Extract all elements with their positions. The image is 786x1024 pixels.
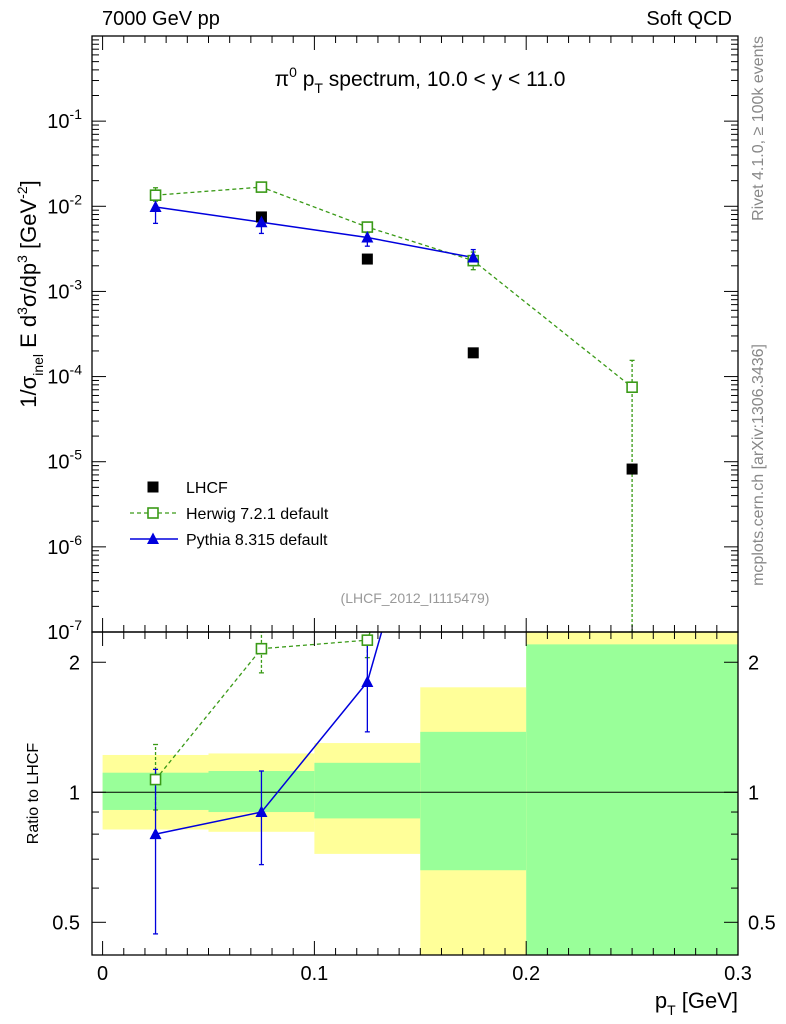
lhcf-point [626,463,638,475]
side-mcplots-label: mcplots.cern.ch [arXiv:1306.3436] [750,344,767,586]
herwig-point [255,181,268,193]
x-tick-label: 0.1 [300,963,328,985]
pythia-ratio-point [255,805,268,818]
pythia-point [467,251,480,263]
ratio-y-axis-label: Ratio to LHCF [25,743,42,845]
main-y-tick-label: 10-7 [47,617,82,644]
main-y-tick-label: 10-3 [47,276,82,303]
pythia-point [149,200,162,213]
ratio-frame [91,631,739,956]
pythia-ratio-line [155,632,383,835]
pythia-point [361,230,374,243]
ratio-y-tick-label: 2 [69,652,80,674]
ratio-y-tick-label-right: 1 [748,782,759,804]
lhcf-point [361,253,373,265]
pythia-ratio-point [149,827,162,840]
header-right: Soft QCD [646,8,732,30]
plot-title: π0 pT spectrum, 10.0 < y < 11.0 [275,64,566,96]
x-tick-label: 0.2 [512,963,540,985]
legend-herwig-marker [147,507,159,519]
band-inner [314,762,421,819]
pythia-ratio-point [361,675,374,688]
legend-entry-label: Pythia 8.315 default [186,532,328,549]
main-y-tick-label: 10-5 [47,447,82,474]
main-y-tick-label: 10-1 [47,106,82,133]
x-axis-label: pT [GeV] [655,988,738,1018]
herwig-point [149,189,162,201]
ratio-y-tick-label: 0.5 [52,912,80,934]
ratio-y-tick-label-right: 2 [748,652,759,674]
pythia-point [255,215,268,228]
lhcf-point [467,347,479,359]
main-y-tick-label: 10-2 [47,191,82,218]
main-y-tick-label: 10-4 [47,362,82,389]
main-plot-area [149,181,638,632]
legend-lhcf-marker [147,481,159,493]
legend-entry-label: Herwig 7.2.1 default [186,506,329,523]
header-left: 7000 GeV pp [102,8,220,30]
pythia-line [155,206,474,259]
legend-entry-label: LHCF [186,480,228,497]
herwig-ratio-point [255,642,268,655]
band-inner [526,644,738,955]
herwig-ratio-point [468,321,478,331]
ratio-plot-area [149,305,479,935]
herwig-ratio-point [149,773,162,786]
ratio-y-tick-label: 1 [69,782,80,804]
ratio-bands [102,632,738,955]
main-y-axis-label: 1/σinel E d3σ/dp3 [GeV-2] [14,180,46,407]
analysis-id-annotation: (LHCF_2012_I1115479) [341,590,490,606]
legend-pythia-marker [147,532,159,544]
x-tick-label: 0.3 [724,963,752,985]
ratio-y-tick-label-right: 0.5 [748,912,776,934]
herwig-point [361,221,374,233]
legend: LHCF Herwig 7.2.1 default Pythia 8.315 def… [130,480,329,549]
band-inner [420,731,527,871]
main-y-tick-label: 10-6 [47,532,82,559]
x-tick-label: 0 [97,963,108,985]
side-rivet-label: Rivet 4.1.0, ≥ 100k events [750,36,767,221]
pythia-ratio-point [467,305,479,317]
herwig-point [626,381,638,394]
herwig-ratio-point [361,634,374,646]
